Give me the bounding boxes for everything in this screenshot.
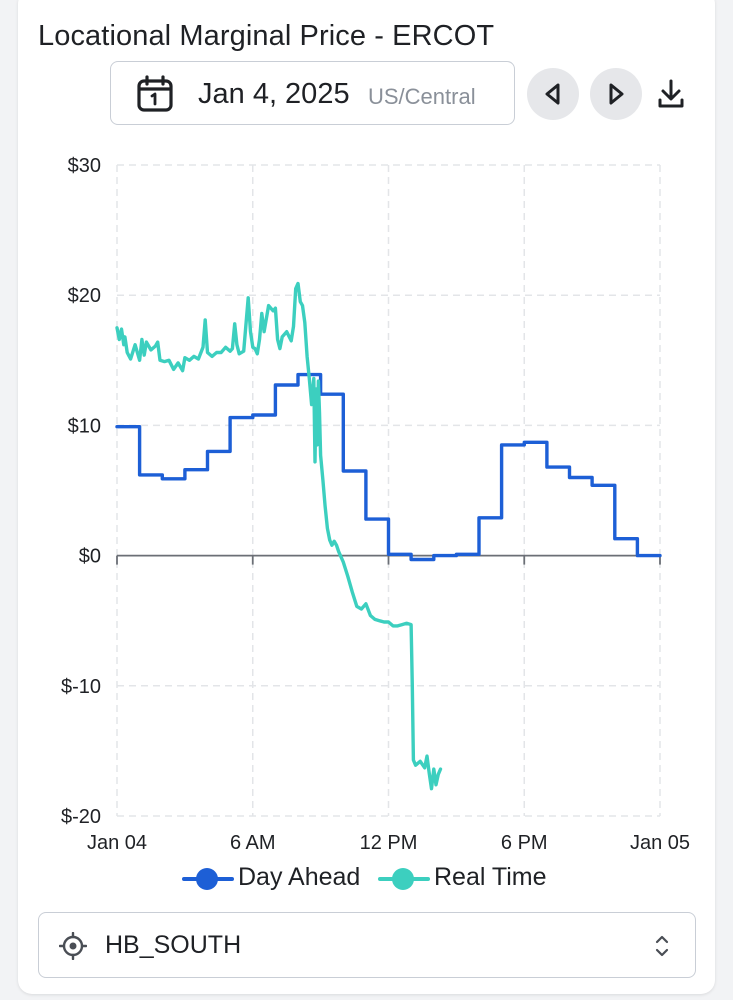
legend-item-day-ahead[interactable]: Day Ahead xyxy=(182,862,372,894)
x-tick-label: 6 AM xyxy=(230,832,276,854)
legend-label: Day Ahead xyxy=(238,863,361,891)
x-tick-label: Jan 05 xyxy=(630,832,690,854)
y-tick-label: $-20 xyxy=(61,806,101,828)
previous-day-button[interactable] xyxy=(527,68,579,120)
timezone-label: US/Central xyxy=(368,84,476,109)
download-icon xyxy=(658,79,684,108)
location-target-icon xyxy=(59,932,87,960)
series-line-real-time xyxy=(115,281,443,791)
location-select[interactable]: HB_SOUTH xyxy=(38,912,696,978)
chart-legend: Day Ahead Real Time xyxy=(0,862,733,894)
date-value: Jan 4, 2025 xyxy=(198,78,350,110)
legend-label: Real Time xyxy=(434,863,547,891)
y-tick-label: $10 xyxy=(68,415,101,437)
next-day-button[interactable] xyxy=(590,68,642,120)
calendar-icon xyxy=(137,75,173,112)
y-tick-label: $30 xyxy=(68,155,101,177)
lmp-chart: $30 $20 $10 $0 $-10 $-20 Jan 04 6 AM 12 PM 6 PM Ja… xyxy=(61,155,690,854)
y-tick-label: $20 xyxy=(68,285,101,307)
x-tick-label: 12 PM xyxy=(360,832,418,854)
date-picker[interactable]: Jan 4, 2025 US/Central xyxy=(110,61,515,125)
legend-swatch-dot xyxy=(196,868,218,890)
x-tick-label: 6 PM xyxy=(501,832,548,854)
y-tick-label: $-10 xyxy=(61,676,101,698)
triangle-right-icon xyxy=(609,83,624,105)
triangle-left-icon xyxy=(545,83,560,105)
legend-item-real-time[interactable]: Real Time xyxy=(378,862,558,894)
legend-swatch-dot xyxy=(392,868,414,890)
download-button[interactable] xyxy=(656,78,686,110)
x-tick-label: Jan 04 xyxy=(87,832,147,854)
chevron-updown-icon xyxy=(655,935,669,957)
series-line-day-ahead xyxy=(115,372,662,562)
page-title: Locational Marginal Price - ERCOT xyxy=(38,20,495,52)
y-tick-label: $0 xyxy=(79,546,101,568)
location-value: HB_SOUTH xyxy=(105,931,242,959)
